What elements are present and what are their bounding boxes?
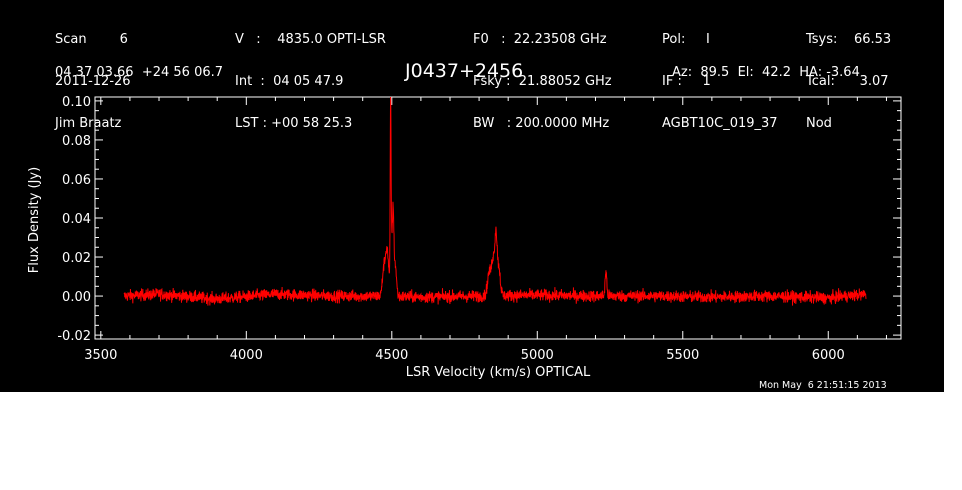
timestamp-label: Mon May 6 21:51:15 2013 xyxy=(759,380,887,391)
observer-label: Jim Braatz xyxy=(55,116,122,131)
header-column-1: Scan 6 2011-12-26 Jim Braatz xyxy=(55,5,131,159)
velocity-label: V : 4835.0 OPTI-LSR xyxy=(235,32,386,47)
y-tick-label: 0.02 xyxy=(62,251,91,266)
date-label: 2011-12-26 xyxy=(55,74,131,89)
spectrum-trace xyxy=(123,97,867,306)
x-tick-label: 5000 xyxy=(521,348,554,363)
x-tick-label: 5500 xyxy=(666,348,699,363)
y-tick-label: 0.06 xyxy=(62,173,91,188)
rest-frequency-label: F0 : 22.23508 GHz xyxy=(473,32,607,47)
plot-frame xyxy=(94,96,902,340)
y-tick-label: 0.04 xyxy=(62,212,91,227)
x-tick-label: 6000 xyxy=(812,348,845,363)
y-tick-label: -0.02 xyxy=(57,329,91,344)
sky-frequency-label: Fsky : 21.88052 GHz xyxy=(473,74,612,89)
pointing-label: Az: 89.5 El: 42.2 HA: -3.64 xyxy=(672,65,860,80)
tsys-label: Tsys: 66.53 xyxy=(806,32,892,47)
header-column-4: Pol: I IF : 1 AGBT10C_019_37 xyxy=(662,5,778,159)
scan-label: Scan 6 xyxy=(55,32,128,47)
header-column-2: V : 4835.0 OPTI-LSR Int : 04 05 47.9 LST… xyxy=(235,5,386,159)
x-tick-label: 4000 xyxy=(230,348,263,363)
y-tick-label: 0.08 xyxy=(62,134,91,149)
axis-tick-labels: 3500 4000 4500 5000 5500 6000 -0.02 0.00 0.02 0.0… xyxy=(57,95,844,363)
y-axis-label: Flux Density (Jy) xyxy=(27,167,42,273)
integration-label: Int : 04 05 47.9 xyxy=(235,74,344,89)
x-tick-label: 4500 xyxy=(375,348,408,363)
polarization-label: Pol: I xyxy=(662,32,710,47)
procedure-label: Nod xyxy=(806,116,832,131)
y-tick-label: 0.10 xyxy=(62,95,91,110)
axis-ticks xyxy=(95,97,901,339)
header-column-5: Tsys: 66.53 Tcal: 3.07 Nod xyxy=(806,5,891,159)
spectrum-chart: 3500 4000 4500 5000 5500 6000 -0.02 0.00 0.02 0.0… xyxy=(27,95,902,380)
header-column-3: F0 : 22.23508 GHz Fsky : 21.88052 GHz BW… xyxy=(473,5,612,159)
plot-panel: Scan 6 2011-12-26 Jim Braatz V : 4835.0 … xyxy=(0,0,944,392)
x-axis-label: LSR Velocity (km/s) OPTICAL xyxy=(406,365,591,380)
source-title: J0437+2456 xyxy=(405,60,524,82)
y-tick-label: 0.00 xyxy=(62,290,91,305)
x-tick-label: 3500 xyxy=(84,348,117,363)
bandwidth-label: BW : 200.0000 MHz xyxy=(473,116,610,131)
lst-label: LST : +00 58 25.3 xyxy=(235,116,353,131)
tcal-label: Tcal: 3.07 xyxy=(806,74,889,89)
if-label: IF : 1 xyxy=(662,74,711,89)
project-label: AGBT10C_019_37 xyxy=(662,116,778,131)
coordinates-label: 04 37 03.66 +24 56 06.7 xyxy=(55,65,224,80)
